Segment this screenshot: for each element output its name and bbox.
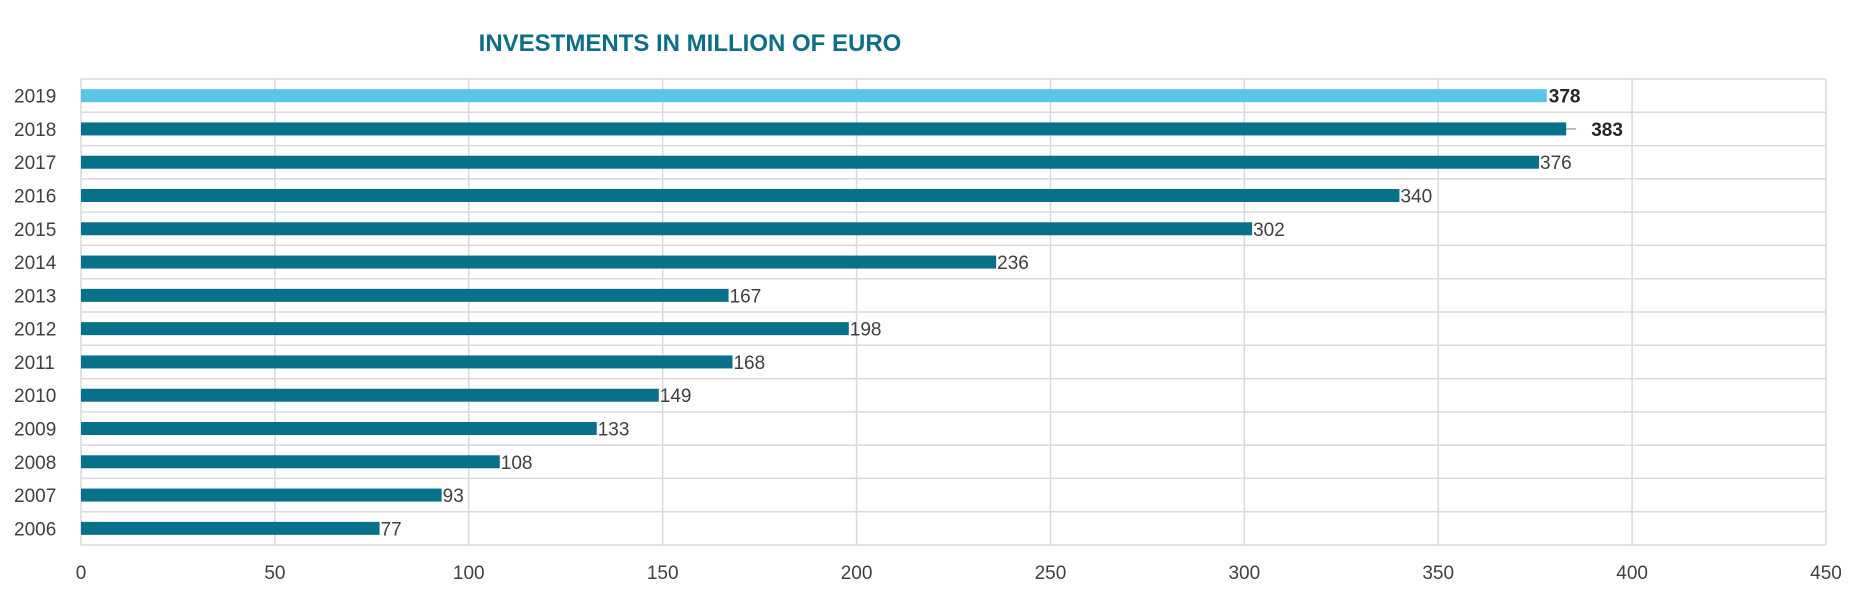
data-label: 198 [850, 320, 882, 341]
data-label: 133 [598, 420, 630, 441]
data-label: 378 [1549, 87, 1581, 108]
category-label: 2017 [14, 153, 56, 174]
x-tick-label: 100 [453, 563, 485, 584]
bar-2013 [81, 288, 729, 302]
x-axis-tick-labels: 0 50 100 150 200 250 300 350 400 450 [76, 563, 1842, 584]
bar-2016 [81, 189, 1400, 202]
data-label: 108 [501, 453, 533, 474]
data-label: 236 [997, 253, 1029, 274]
bar-2017 [81, 155, 1540, 169]
x-tick-label: 450 [1810, 563, 1842, 584]
data-label: 167 [730, 286, 762, 307]
category-label: 2014 [14, 253, 57, 274]
x-tick-label: 150 [647, 563, 679, 584]
category-label: 2008 [14, 453, 56, 474]
grid-lines [80, 78, 1827, 546]
category-label: 2010 [14, 386, 56, 407]
data-label: 340 [1400, 187, 1432, 208]
category-label: 2019 [14, 87, 56, 108]
category-label: 2009 [14, 420, 56, 441]
x-tick-label: 350 [1422, 563, 1454, 584]
chart-title: INVESTMENTS IN MILLION OF EURO [478, 30, 902, 57]
category-labels: 2019 2018 2017 2016 2015 2014 2013 2012 2011 2010… [14, 87, 57, 541]
data-label: 376 [1540, 153, 1572, 174]
bars [81, 89, 1567, 535]
data-label: 93 [443, 486, 464, 507]
x-tick-label: 400 [1616, 563, 1648, 584]
data-label: 383 [1591, 120, 1623, 141]
x-tick-label: 250 [1035, 563, 1067, 584]
bar-2006 [81, 521, 380, 535]
category-label: 2011 [14, 353, 55, 374]
category-label: 2015 [14, 220, 56, 241]
bar-2007 [81, 488, 442, 502]
category-label: 2016 [14, 187, 56, 208]
bar-2019 [81, 89, 1547, 103]
bar-2008 [81, 455, 500, 469]
bar-2010 [81, 388, 659, 402]
data-label: 168 [733, 353, 765, 374]
bar-2018 [81, 122, 1567, 136]
x-tick-label: 0 [76, 563, 87, 584]
bar-2014 [81, 255, 997, 269]
data-labels: 378 383 376 340 302 236 167 198 168 149 133 108 93 77 [381, 87, 1623, 541]
data-label: 149 [660, 386, 692, 407]
bar-2011 [81, 355, 733, 369]
bar-2012 [81, 322, 849, 336]
category-label: 2012 [14, 320, 56, 341]
category-label: 2006 [14, 519, 56, 540]
bar-2015 [81, 222, 1253, 236]
x-tick-label: 200 [841, 563, 873, 584]
category-label: 2013 [14, 286, 56, 307]
category-label: 2007 [14, 486, 56, 507]
category-label: 2018 [14, 120, 56, 141]
data-label: 77 [381, 519, 402, 540]
bar-2009 [81, 422, 597, 435]
x-tick-label: 300 [1228, 563, 1260, 584]
data-label: 302 [1253, 220, 1285, 241]
x-tick-label: 50 [264, 563, 285, 584]
